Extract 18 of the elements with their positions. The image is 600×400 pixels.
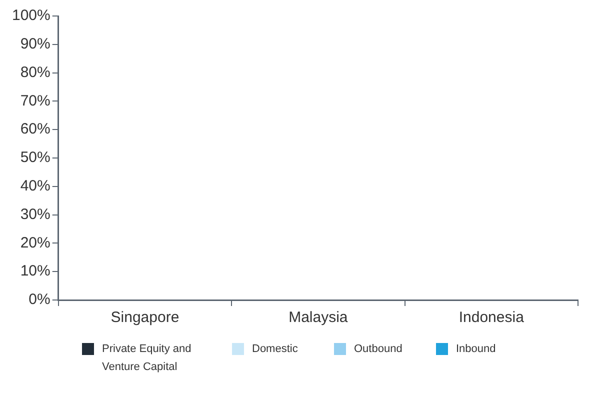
y-tick-label: 0% [28, 291, 50, 308]
y-tick-label: 70% [20, 92, 50, 110]
x-tick-label: Indonesia [458, 309, 525, 326]
y-tick-label: 40% [20, 178, 50, 195]
y-tick-label: 90% [20, 36, 50, 53]
legend-label: Outbound [354, 342, 402, 357]
x-tick-label: Malaysia [288, 309, 348, 326]
y-tick-label: 20% [20, 234, 50, 252]
legend-label: Domestic [252, 342, 298, 357]
y-tick-label: 50% [20, 149, 50, 166]
legend-label: Private Equity and Venture Capital [102, 342, 192, 375]
x-tick-label: Singapore [110, 309, 180, 326]
y-tick-label: 10% [20, 262, 50, 280]
y-tick-label: 30% [20, 206, 50, 223]
legend-label: Inbound [456, 342, 496, 357]
y-tick-label: 80% [20, 64, 50, 81]
y-tick-label: 60% [20, 120, 50, 138]
y-tick-label: 100% [12, 7, 50, 24]
